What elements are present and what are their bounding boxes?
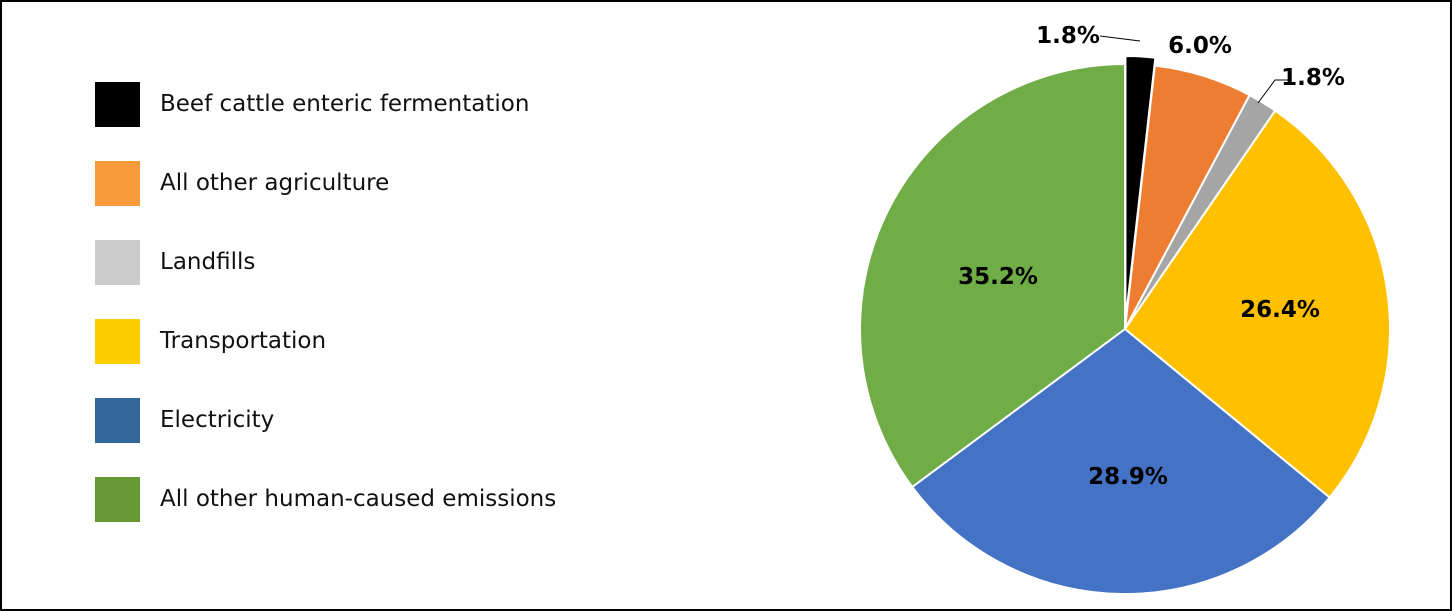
data-label-other-agriculture: 6.0% [1168, 33, 1232, 59]
legend-item-other-agriculture: All other agriculture [95, 161, 655, 206]
legend-item-transportation: Transportation [95, 319, 655, 364]
leader-line-beef-cattle [1099, 35, 1141, 42]
pie-slice-electricity [910, 327, 1331, 595]
legend-swatch-electricity [95, 398, 140, 443]
legend-swatch-other-agriculture [95, 161, 140, 206]
legend-label-beef-cattle: Beef cattle enteric fermentation [160, 91, 530, 117]
pie-slice-other-human-caused [859, 62, 1126, 489]
legend-label-other-agriculture: All other agriculture [160, 170, 390, 196]
legend-swatch-other-human-caused [95, 477, 140, 522]
legend-item-landfills: Landfills [95, 240, 655, 285]
data-label-electricity: 28.9% [1088, 464, 1168, 490]
legend-label-electricity: Electricity [160, 407, 275, 433]
legend-swatch-transportation [95, 319, 140, 364]
legend-item-beef-cattle: Beef cattle enteric fermentation [95, 82, 655, 127]
chart-legend: Beef cattle enteric fermentation All oth… [95, 82, 655, 556]
data-label-transportation: 26.4% [1240, 297, 1320, 323]
legend-label-transportation: Transportation [160, 328, 327, 354]
legend-swatch-beef-cattle [95, 82, 140, 127]
data-label-other-human-caused: 35.2% [958, 264, 1038, 290]
leader-line-landfills [1257, 79, 1288, 104]
legend-swatch-landfills [95, 240, 140, 285]
data-label-beef-cattle: 1.8% [1036, 23, 1100, 49]
data-label-landfills: 1.8% [1281, 65, 1345, 91]
legend-item-other-human-caused: All other human-caused emissions [95, 477, 655, 522]
legend-label-landfills: Landfills [160, 249, 256, 275]
legend-label-other-human-caused: All other human-caused emissions [160, 486, 557, 512]
pie-slice-transportation [1123, 109, 1391, 499]
legend-item-electricity: Electricity [95, 398, 655, 443]
